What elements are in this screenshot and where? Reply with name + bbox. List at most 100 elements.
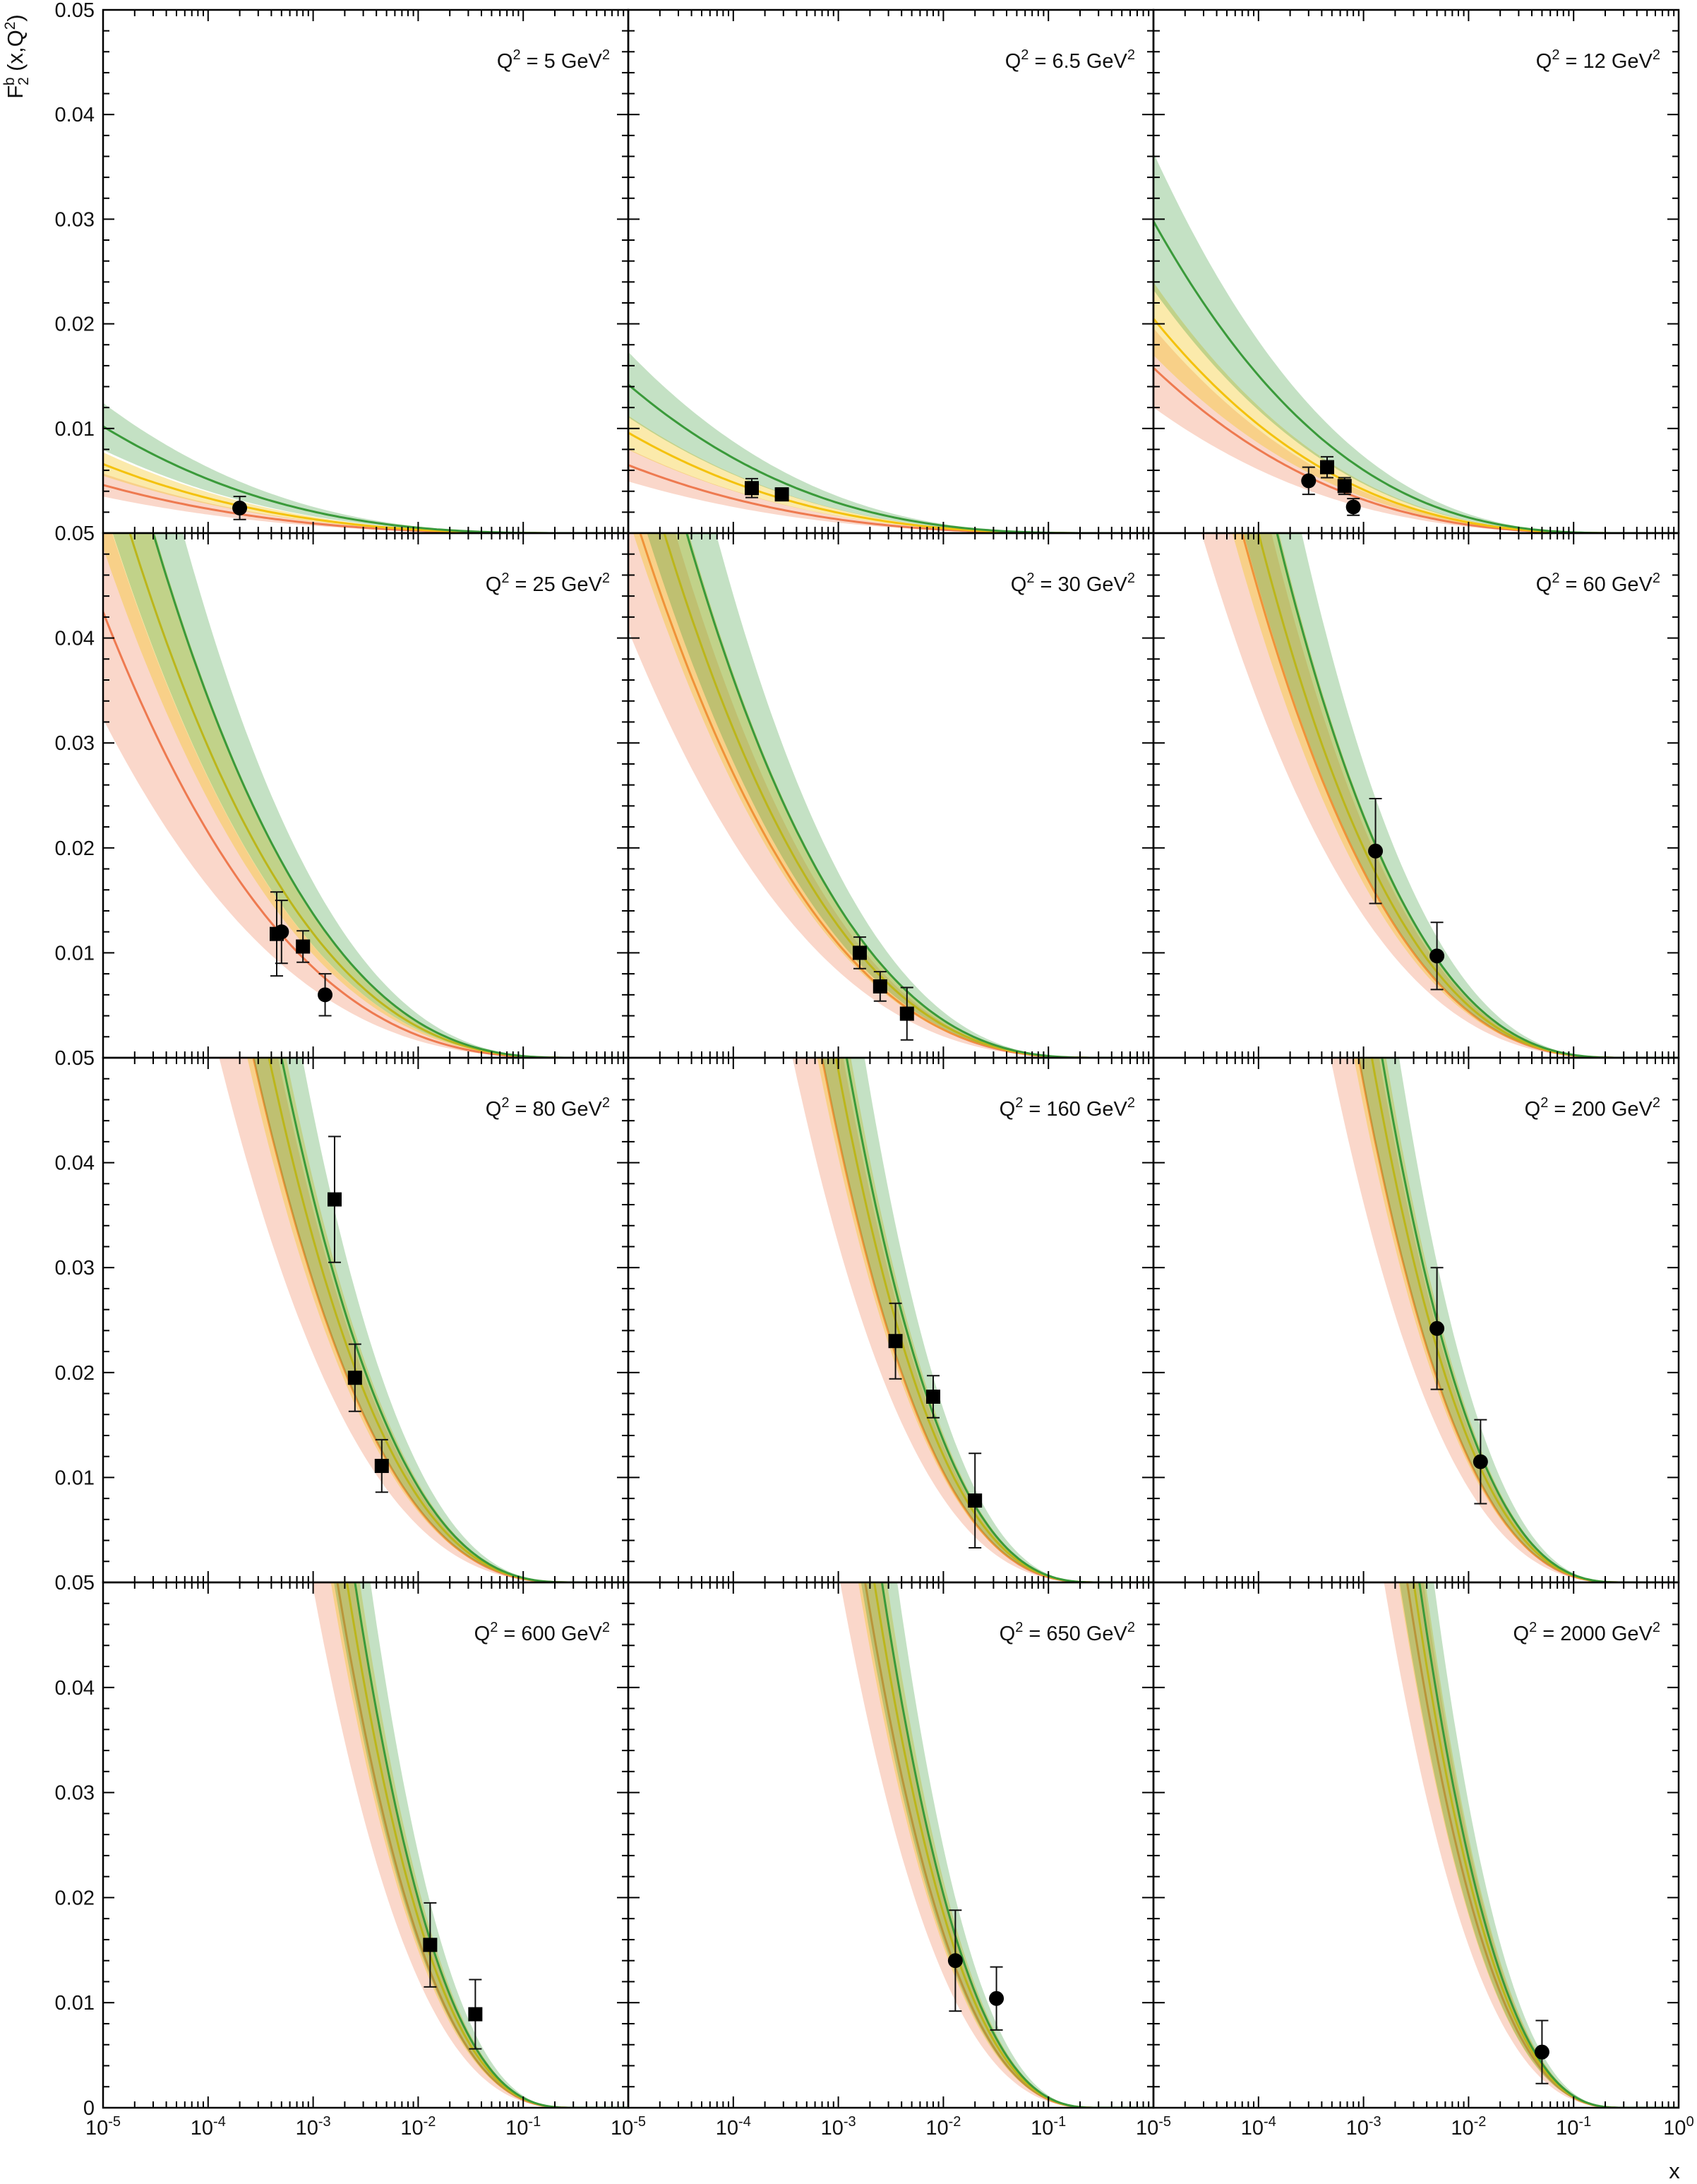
y-tick-label: 0.04 xyxy=(55,1677,95,1700)
data-point xyxy=(423,1902,438,1988)
data-point xyxy=(1345,498,1361,516)
panel-q2-2000: Q2 = 2000 GeV2 xyxy=(1152,1581,1680,2109)
band-green xyxy=(1243,533,1679,1058)
data-point xyxy=(888,1302,903,1380)
band-green xyxy=(628,352,1153,533)
circle-marker xyxy=(274,924,289,940)
y-tick-label: 0.04 xyxy=(55,628,95,650)
panel-frame xyxy=(1152,1581,1680,2109)
square-marker xyxy=(852,945,867,960)
band-green xyxy=(1153,153,1679,533)
square-marker xyxy=(1337,479,1352,494)
circle-marker xyxy=(947,1953,963,1969)
panel-q2-650: Q2 = 650 GeV2 xyxy=(627,1581,1155,2109)
y-tick-label: 0.02 xyxy=(55,1362,95,1385)
data-point xyxy=(1301,466,1317,496)
band-red xyxy=(1384,1582,1679,2108)
q2-label: Q2 = 80 GeV2 xyxy=(486,1095,610,1121)
square-marker xyxy=(347,1371,362,1385)
curve-green xyxy=(1381,1058,1679,1582)
circle-marker xyxy=(1301,473,1317,489)
ticks xyxy=(102,532,628,1058)
plot-area xyxy=(840,1582,1153,2108)
plot-area xyxy=(628,533,1153,1058)
data-point xyxy=(374,1438,389,1493)
data-point xyxy=(327,1135,342,1263)
circle-marker xyxy=(989,1991,1005,2006)
ticks xyxy=(102,1582,628,2108)
x-tick-label: 10-5 xyxy=(85,2114,121,2140)
y-tick-label: 0.01 xyxy=(55,1992,95,2015)
band-yellow xyxy=(247,1058,628,1582)
data-point xyxy=(1429,921,1445,991)
data-point xyxy=(947,1909,963,2012)
panel-q2-25: Q2 = 25 GeV2 xyxy=(102,532,630,1059)
band-green xyxy=(103,402,628,533)
panel-q2-80: Q2 = 80 GeV2 xyxy=(102,1056,630,1584)
band-yellow xyxy=(103,533,628,1058)
band-green xyxy=(1358,1058,1679,1582)
plot-area xyxy=(792,1058,1153,1582)
data-point xyxy=(852,936,867,969)
square-marker xyxy=(374,1459,389,1474)
data-point xyxy=(274,900,289,965)
q2-label: Q2 = 600 GeV2 xyxy=(474,1620,610,1645)
plot-area xyxy=(103,402,628,533)
ticks xyxy=(102,1057,628,1583)
curve-green xyxy=(1418,1582,1679,2108)
q2-label: Q2 = 650 GeV2 xyxy=(1000,1620,1135,1645)
band-green xyxy=(253,1058,628,1582)
x-tick-label: 10-2 xyxy=(925,2114,961,2140)
panel-q2-5: Q2 = 5 GeV2 xyxy=(102,8,630,535)
y-tick-label: 0.02 xyxy=(55,314,95,336)
q2-label: Q2 = 2000 GeV2 xyxy=(1513,1620,1660,1645)
band-red xyxy=(219,1058,628,1582)
y-tick-label: 0.02 xyxy=(55,1887,95,1909)
data-point xyxy=(1534,2019,1549,2084)
square-marker xyxy=(774,487,789,502)
q2-label: Q2 = 60 GeV2 xyxy=(1536,571,1660,596)
band-green xyxy=(647,533,1153,1058)
x-tick-labels: 10-5 10-4 10-3 10-2 10-1 10-5 10-4 10-3 10-2 10-1… xyxy=(85,2114,1694,2140)
y-tick-label: 0.03 xyxy=(55,1257,95,1279)
data-point xyxy=(1368,797,1384,905)
plot-area xyxy=(312,1582,628,2108)
data-point xyxy=(774,487,789,502)
circle-marker xyxy=(1473,1454,1488,1469)
band-green xyxy=(112,533,628,1058)
curve-green xyxy=(880,1582,1153,2108)
x-tick-label: 10-1 xyxy=(505,2114,541,2140)
square-marker xyxy=(1319,460,1334,475)
data-point xyxy=(968,1452,983,1549)
x-tick-label: 10-2 xyxy=(1451,2114,1486,2140)
square-marker xyxy=(968,1493,983,1508)
x-tick-label: 10-1 xyxy=(1031,2114,1066,2140)
band-red xyxy=(103,533,628,1058)
x-tick-label: 10-2 xyxy=(400,2114,436,2140)
x-tick-label: 10-3 xyxy=(1346,2114,1381,2140)
plot-area xyxy=(1384,1582,1679,2108)
x-tick-label: 10-4 xyxy=(716,2114,751,2140)
y-tick-label: 0.03 xyxy=(55,208,95,231)
band-yellow xyxy=(817,1058,1153,1582)
band-yellow xyxy=(628,415,1153,533)
band-red xyxy=(1330,1058,1679,1582)
y-tick-label: 0.05 xyxy=(55,1572,95,1594)
y-axis-label: F2b (x,Q2) xyxy=(1,14,32,99)
curve-green xyxy=(845,1058,1153,1582)
y-tick-label: 0.04 xyxy=(55,104,95,126)
x-tick-label: 10-1 xyxy=(1556,2114,1591,2140)
data-point xyxy=(899,986,914,1041)
q2-label: Q2 = 30 GeV2 xyxy=(1011,571,1135,596)
data-point xyxy=(296,930,311,963)
y-tick-label: 0.01 xyxy=(55,1467,95,1489)
data-point xyxy=(873,971,887,1002)
panel-q2-600: Q2 = 600 GeV2 xyxy=(102,1581,630,2109)
x-tick-label: 10-4 xyxy=(1241,2114,1276,2140)
band-red xyxy=(1153,328,1679,533)
y-tick-label: 0 xyxy=(83,2097,95,2120)
band-yellow xyxy=(330,1582,628,2108)
y-tick-label: 0.03 xyxy=(55,1782,95,1805)
band-red xyxy=(792,1058,1153,1582)
